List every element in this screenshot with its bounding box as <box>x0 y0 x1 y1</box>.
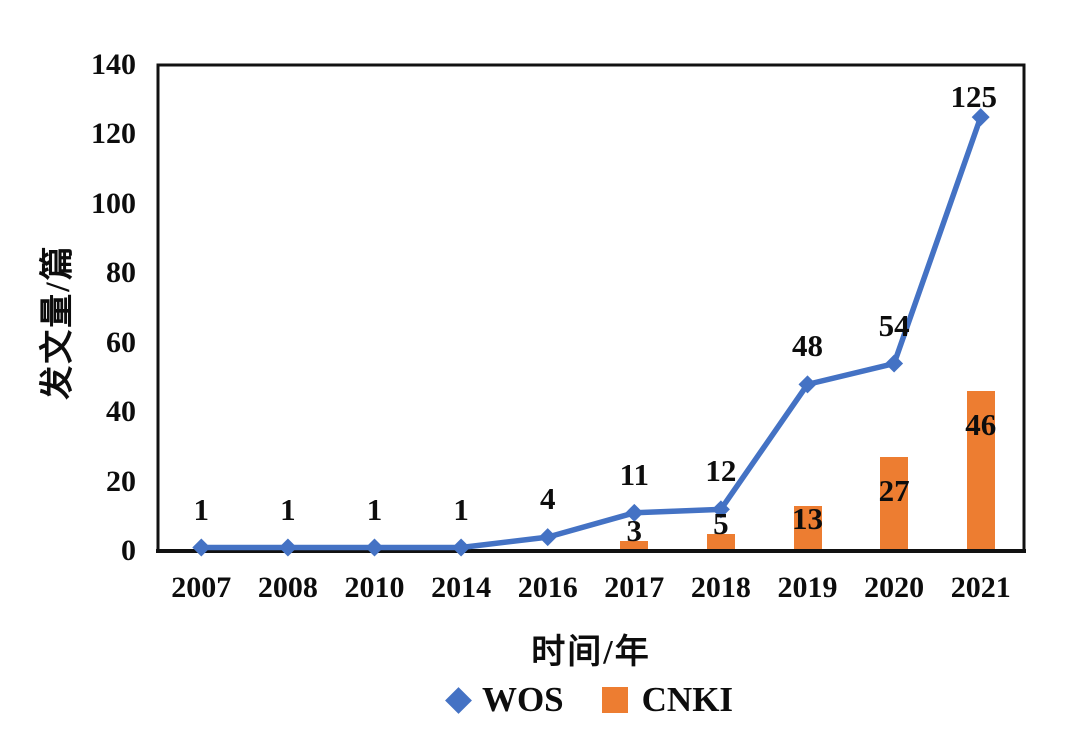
legend: WOS CNKI <box>158 681 1024 719</box>
cnki-data-label: 5 <box>713 505 729 541</box>
cnki-data-label: 27 <box>878 473 910 509</box>
legend-item-cnki: CNKI <box>601 680 734 719</box>
wos-data-label: 54 <box>878 307 910 343</box>
cnki-data-label: 13 <box>792 500 823 536</box>
cnki-data-label: 3 <box>626 512 643 548</box>
wos-data-label: 125 <box>950 79 997 115</box>
wos-data-label: 11 <box>619 456 649 492</box>
y-tick-label: 0 <box>121 534 136 567</box>
y-tick-label: 100 <box>91 186 136 220</box>
y-tick-label: 80 <box>106 256 136 290</box>
y-tick-label: 140 <box>91 48 136 81</box>
y-tick-label: 60 <box>106 325 136 359</box>
wos-data-label: 1 <box>280 491 296 527</box>
wos-data-label: 1 <box>453 491 469 527</box>
x-tick-label: 2019 <box>777 571 838 604</box>
wos-data-label: 1 <box>193 491 210 527</box>
x-tick-label: 2018 <box>690 571 751 604</box>
y-tick-label: 40 <box>106 395 136 429</box>
x-tick-label: 2017 <box>604 571 665 604</box>
legend-label-cnki: CNKI <box>641 680 734 719</box>
x-tick-label: 2007 <box>171 571 232 604</box>
y-tick-label: 120 <box>91 117 136 151</box>
x-tick-label: 2020 <box>864 571 925 604</box>
x-tick-label: 2021 <box>950 571 1011 604</box>
wos-data-label: 12 <box>705 453 737 489</box>
wos-data-label: 1 <box>366 491 383 527</box>
x-tick-label: 2016 <box>517 571 578 604</box>
x-axis-title: 时间/年 <box>531 634 651 671</box>
legend-label-wos: WOS <box>481 680 564 719</box>
y-tick-label: 20 <box>106 464 136 498</box>
legend-item-wos: WOS <box>445 680 564 719</box>
cnki-square-icon <box>601 687 628 713</box>
wos-data-label: 4 <box>539 481 556 517</box>
x-tick-label: 2008 <box>257 571 318 604</box>
cnki-data-label: 46 <box>965 407 997 443</box>
x-tick-label: 2014 <box>431 571 492 604</box>
wos-data-label: 48 <box>792 328 823 364</box>
x-tick-label: 2010 <box>344 571 405 604</box>
wos-diamond-icon <box>445 686 472 714</box>
